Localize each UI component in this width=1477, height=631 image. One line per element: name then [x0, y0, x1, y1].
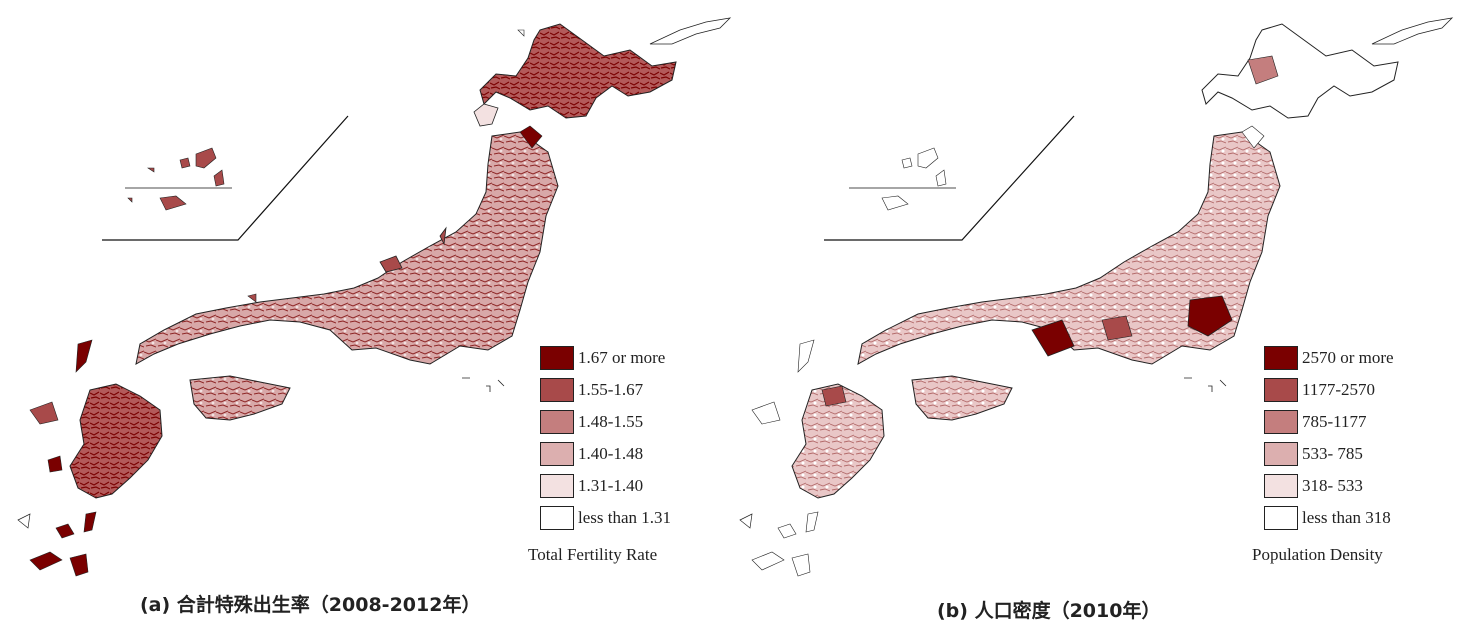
map-panel-population-density: 2570 or more 1177-2570 785-1177 533- 785… [722, 0, 1460, 631]
legend-swatch [1264, 506, 1298, 530]
legend-swatch [540, 346, 574, 370]
legend-swatch [1264, 474, 1298, 498]
legend-item: 2570 or more [1264, 345, 1394, 371]
legend-item: 1.67 or more [540, 345, 665, 371]
shikoku [911, 375, 1013, 421]
kanto-region [1187, 295, 1233, 337]
legend-item: 1.55-1.67 [540, 377, 643, 403]
inset-frame-line [824, 115, 1075, 241]
legend-swatch [1264, 442, 1298, 466]
japan-map-fertility [17, 17, 732, 577]
okinawa-islands [881, 147, 947, 211]
legend-item: 1.31-1.40 [540, 473, 643, 499]
legend-label: 1.40-1.48 [578, 444, 644, 463]
legend-item: less than 318 [1264, 505, 1391, 531]
legend-swatch [540, 378, 574, 402]
map-caption: (a) 合計特殊出生率（2008-2012年） [140, 594, 481, 616]
map-panel-fertility: 1.67 or more 1.55-1.67 1.48-1.55 1.40-1.… [0, 0, 738, 631]
legend-swatch [1264, 378, 1298, 402]
kansai-region [1031, 319, 1075, 357]
legend-item: 1.48-1.55 [540, 409, 643, 435]
legend-swatch [1264, 346, 1298, 370]
legend-item: 533- 785 [1264, 441, 1363, 467]
legend-label: 1.48-1.55 [578, 412, 644, 431]
legend-label: 785-1177 [1302, 412, 1367, 431]
shikoku [189, 375, 291, 421]
legend-item: 785-1177 [1264, 409, 1367, 435]
inset-frame-line [102, 115, 349, 241]
legend-label: 2570 or more [1302, 348, 1394, 367]
legend-label: 1.67 or more [578, 348, 666, 367]
legend-label: less than 1.31 [578, 508, 672, 527]
kyushu [69, 383, 163, 499]
legend-swatch [540, 442, 574, 466]
hokkaido [479, 23, 677, 119]
legend-label: 318- 533 [1302, 476, 1363, 495]
okinawa-islands [127, 147, 225, 211]
legend-item: 318- 533 [1264, 473, 1363, 499]
legend-item: less than 1.31 [540, 505, 671, 531]
map-caption: (b) 人口密度（2010年） [937, 600, 1161, 622]
honshu [857, 131, 1281, 365]
southern-islands [29, 511, 97, 577]
southern-islands [751, 511, 819, 577]
legend-item: 1177-2570 [1264, 377, 1375, 403]
legend-label: 1177-2570 [1302, 380, 1376, 399]
japan-map-population-density [739, 17, 1454, 577]
legend-label: 1.31-1.40 [578, 476, 644, 495]
legend-swatch [1264, 410, 1298, 434]
legend-swatch [540, 506, 574, 530]
kyushu [791, 383, 885, 499]
legend-label: 1.55-1.67 [578, 380, 644, 399]
hokkaido [1201, 23, 1399, 119]
legend-swatch [540, 410, 574, 434]
legend-title: Total Fertility Rate [528, 545, 658, 564]
legend-item: 1.40-1.48 [540, 441, 643, 467]
legend-title: Population Density [1252, 545, 1383, 564]
legend-label: less than 318 [1302, 508, 1391, 527]
legend-swatch [540, 474, 574, 498]
legend-label: 533- 785 [1302, 444, 1363, 463]
